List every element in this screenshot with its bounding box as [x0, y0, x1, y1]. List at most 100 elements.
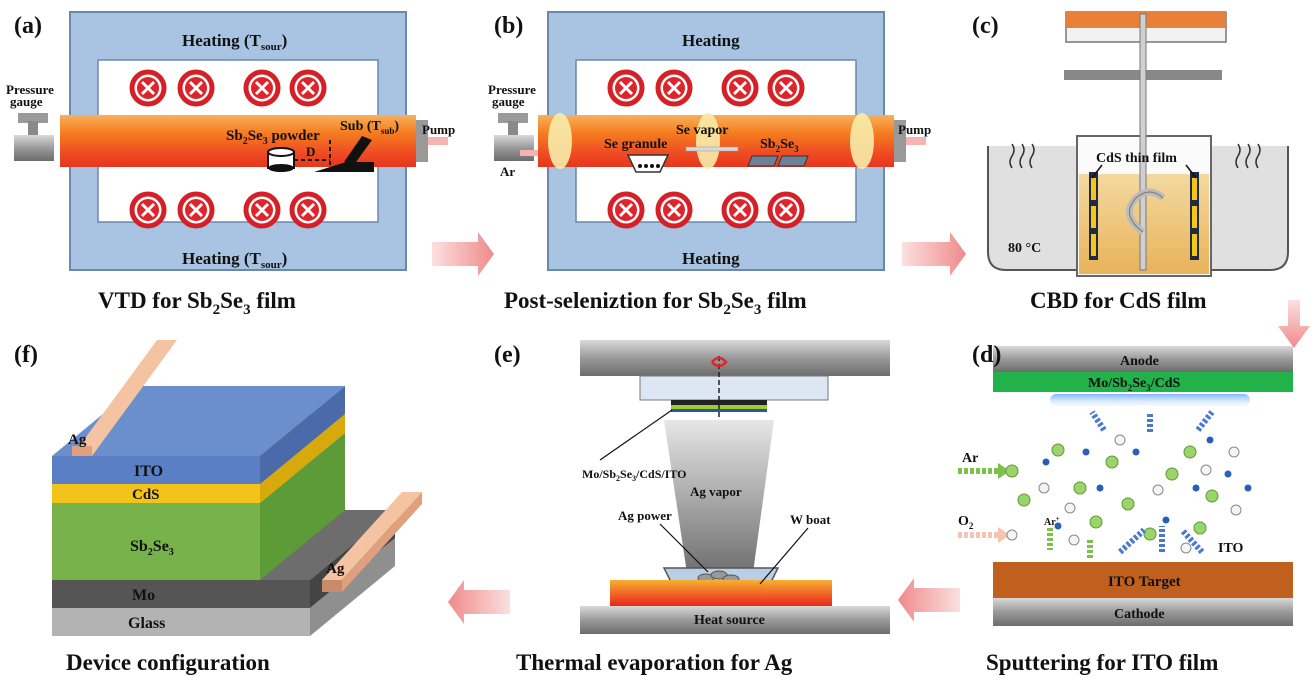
substrate-label: Sub (Tsub): [340, 119, 399, 136]
ar-particle: [1165, 467, 1179, 481]
ar-particle: [1193, 521, 1207, 535]
pressure-gauge-icon: [14, 113, 54, 161]
ito-particle: [1244, 484, 1252, 492]
sample-label-e: Mo/Sb2Se3/CdS/ITO: [582, 467, 687, 483]
cathode-plate: [993, 598, 1293, 626]
sb2se3-front: [52, 503, 260, 580]
sputter-arrows: [1047, 410, 1215, 558]
glass-front: [52, 608, 310, 636]
w-boat-label: W boat: [790, 512, 831, 527]
sputter-arrow: [1195, 410, 1215, 432]
ag-bottom-contact-front: [322, 580, 342, 592]
ito-particle: [1042, 458, 1050, 466]
ar-particle: [1017, 493, 1031, 507]
ar-particle: [1051, 443, 1065, 457]
target-label: ITO Target: [1108, 574, 1181, 590]
ito-particle: [1054, 522, 1062, 530]
coil-icon: [180, 194, 212, 226]
coil-icon: [180, 72, 212, 104]
sputter-particles: [1005, 434, 1252, 554]
substrate-holder-icon: [314, 136, 374, 172]
sputter-arrow: [1089, 410, 1107, 432]
pump-label-b: Pump: [898, 122, 931, 137]
o2-label: O2: [958, 514, 974, 531]
caption-e: Thermal evaporation for Ag: [516, 650, 793, 675]
coil-icon: [132, 194, 164, 226]
ito-layer-label: ITO: [134, 463, 163, 480]
flow-arrow-d-e: [898, 578, 960, 622]
o2-particle: [1006, 529, 1018, 541]
steam-icon: [1009, 143, 1261, 169]
heating-bottom-label: Heating (Tsour): [182, 249, 287, 271]
substrate-label-d: Mo/Sb2Se3/CdS: [1088, 376, 1180, 393]
glass-layer-label: Glass: [128, 615, 165, 632]
powder-crucible-icon: [267, 147, 295, 172]
panel-a-vtd: [14, 11, 448, 271]
sb2se3-label-b: Sb2Se3: [760, 137, 799, 154]
coil-icon: [610, 72, 642, 104]
panel-b-selenization: [494, 11, 926, 271]
graphite-plug: [548, 113, 572, 169]
caption-a: VTD for Sb2Se3 film: [98, 288, 296, 318]
coil-icon: [724, 72, 756, 104]
pump-outlet: [906, 137, 926, 145]
se-granule-label: Se granule: [604, 137, 667, 152]
sb2se3-side: [260, 433, 345, 580]
chamber-top: [580, 340, 890, 376]
cds-front: [52, 484, 260, 503]
ito-particle: [1132, 448, 1140, 456]
se-vapor-label: Se vapor: [676, 123, 729, 138]
ar-particle: [1105, 455, 1119, 469]
heater: [610, 580, 832, 606]
ar-label-b: Ar: [500, 164, 515, 179]
panel-letter-d: (d): [972, 342, 1001, 368]
heating-bottom-label-b: Heating: [682, 249, 740, 268]
tube-flange: [894, 120, 906, 162]
ar-particle: [1143, 527, 1157, 541]
cds-film-label: CdS thin film: [1096, 151, 1177, 166]
panel-c-cbd: [987, 11, 1289, 277]
mo-layer-label: Mo: [132, 587, 155, 604]
anode-label: Anode: [1120, 354, 1159, 369]
heat-source-plate: [580, 606, 890, 634]
powder-label: Sb2Se3 powder: [226, 128, 320, 147]
ito-target: [993, 562, 1293, 598]
temperature-label: 80 °C: [1008, 241, 1041, 256]
o2-particle: [1114, 434, 1126, 446]
ag-power-label: Ag power: [618, 508, 672, 523]
panel-letter-e: (e): [494, 342, 521, 368]
ito-particle: [1224, 470, 1232, 478]
caption-d: Sputtering for ITO film: [986, 650, 1218, 675]
pump-label: Pump: [422, 122, 455, 137]
ag-vapor-cone: [664, 420, 774, 580]
sample-pointer: [599, 409, 673, 461]
stirrer-blade-icon: [1125, 188, 1166, 235]
coil-icon: [132, 72, 164, 104]
layer-ito: [671, 409, 767, 412]
o2-particle: [1200, 464, 1212, 476]
panel-letter-b: (b): [494, 13, 523, 39]
arplus-label: Ar+: [1044, 515, 1060, 528]
caption-c: CBD for CdS film: [1030, 288, 1207, 313]
ag-vapor-label: Ag vapor: [690, 484, 742, 499]
o2-particle: [1068, 534, 1080, 546]
ag-top-contact-front: [72, 446, 92, 456]
ito-particle: [1162, 516, 1170, 524]
graphite-plug: [850, 113, 874, 169]
panel-letter-c: (c): [972, 13, 999, 39]
coil-icon: [610, 194, 642, 226]
coil-icon: [770, 194, 802, 226]
coil-icon: [246, 72, 278, 104]
cds-pointer: [1185, 164, 1197, 179]
plasma-glow: [1050, 394, 1250, 406]
coil-icon: [770, 72, 802, 104]
coil-icon: [658, 194, 690, 226]
tube-flange: [416, 120, 428, 162]
pressure-label-b: Pressure: [488, 82, 536, 97]
ito-particle: [1206, 436, 1214, 444]
cds-film-substrates: [1089, 172, 1199, 260]
ar-particle: [1005, 464, 1019, 478]
ar-inlet: [520, 150, 538, 156]
sb2se3-layer-label: Sb2Se3: [130, 538, 174, 558]
ito-front: [52, 456, 260, 484]
